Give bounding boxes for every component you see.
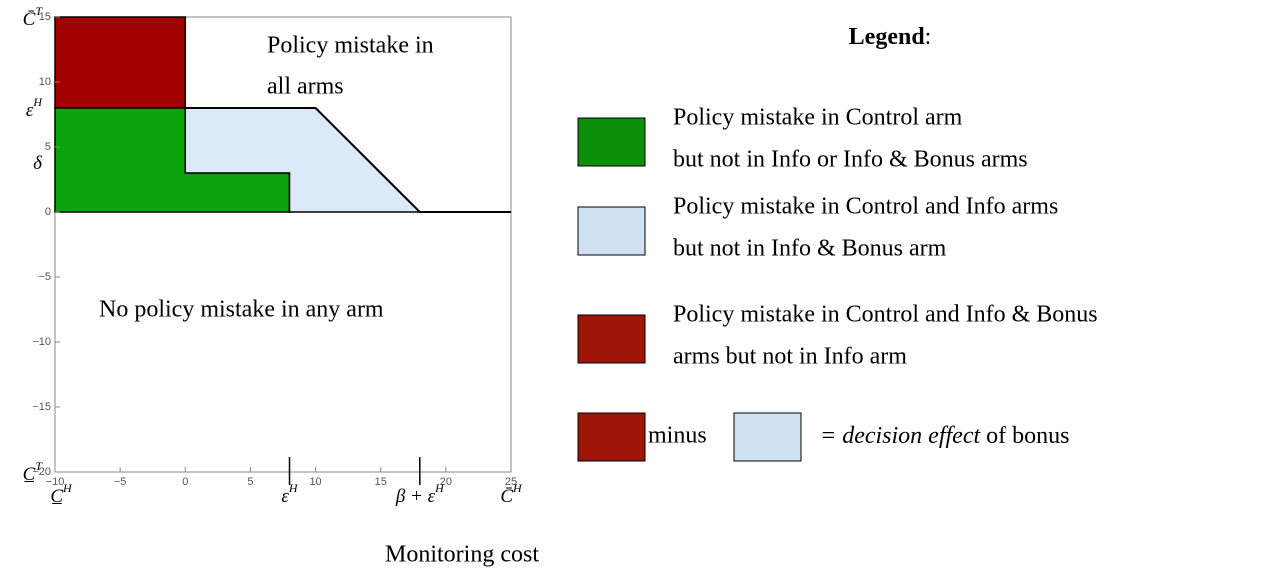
legend-equation-text: of bonus [986, 423, 1069, 449]
region [54, 16, 187, 109]
x-tick-label: −10 [46, 476, 65, 488]
legend-title-text: Legend [849, 24, 926, 50]
symbol-label: δ [33, 153, 43, 174]
legend-text: Policy mistake in Control arm [673, 105, 963, 131]
legend-operator: minus [648, 423, 707, 449]
legend-swatch [577, 206, 646, 256]
annotation: all arms [267, 74, 344, 100]
legend-title-suffix: : [925, 24, 932, 50]
symbol-base: C̲ [23, 464, 36, 485]
legend-swatch [577, 412, 646, 462]
y-tick-label: −15 [32, 401, 51, 413]
legend-emphasis: = decision effect [820, 423, 981, 449]
legend-swatch [733, 412, 802, 462]
x-tick-label: 15 [375, 476, 387, 488]
legend-text: Policy mistake in Control and Info & Bon… [673, 302, 1098, 328]
legend-title: Legend: [849, 24, 932, 50]
symbol-sup: H [62, 481, 73, 495]
symbol-base: ε [281, 486, 289, 507]
symbol-label: εH [26, 95, 44, 122]
symbol-base: ε [26, 100, 34, 121]
symbol-base: β + ε [395, 486, 436, 507]
x-tick-label: 5 [247, 476, 253, 488]
legend-swatch [577, 314, 646, 364]
symbol-sup: H [32, 95, 43, 109]
legend-text: arms but not in Info arm [673, 344, 907, 370]
x-tick-label: 20 [440, 476, 452, 488]
x-tick-label: 25 [505, 476, 517, 488]
legend-equation: = decision effect of bonus [820, 423, 1069, 449]
annotation: Policy mistake in [267, 33, 434, 59]
symbol-sup: T [35, 459, 43, 473]
y-tick-label: 15 [39, 11, 51, 23]
symbol-sup: H [434, 481, 445, 495]
legend-text: Policy mistake in Control and Info arms [673, 194, 1058, 220]
x-tick-label: 10 [309, 476, 321, 488]
symbol-sup: H [288, 481, 299, 495]
y-tick-label: −10 [32, 336, 51, 348]
symbol-sup: T [35, 4, 43, 18]
x-tick-label: −5 [114, 476, 127, 488]
symbol-base: C̲ [50, 486, 63, 507]
symbol-base: C̄ [500, 486, 513, 507]
legend-text: but not in Info & Bonus arm [673, 236, 947, 262]
x-axis-label: Monitoring cost [385, 542, 539, 568]
plot-frame [54, 16, 512, 473]
symbol-base: C̄ [23, 9, 36, 30]
symbol-label: C̄T [23, 4, 44, 31]
y-tick-label: 5 [45, 141, 51, 153]
legend-text: but not in Info or Info & Bonus arms [673, 147, 1028, 173]
symbol-label: C̲H [50, 481, 73, 508]
legend-swatch [577, 117, 646, 167]
y-tick-label: 10 [39, 76, 51, 88]
symbol-base: δ [33, 153, 43, 174]
symbol-label: C̄H [500, 481, 523, 508]
y-tick-label: −5 [38, 271, 51, 283]
y-tick-label: 0 [45, 206, 51, 218]
boundary-line [185, 107, 511, 213]
y-tick-label: −20 [32, 466, 51, 478]
symbol-label: β + εH [395, 481, 445, 508]
x-tick-label: 0 [182, 476, 188, 488]
symbol-sup: H [512, 481, 523, 495]
symbol-label: εH [281, 481, 299, 508]
annotation: No policy mistake in any arm [99, 297, 384, 323]
symbol-label: C̲T [23, 459, 44, 486]
